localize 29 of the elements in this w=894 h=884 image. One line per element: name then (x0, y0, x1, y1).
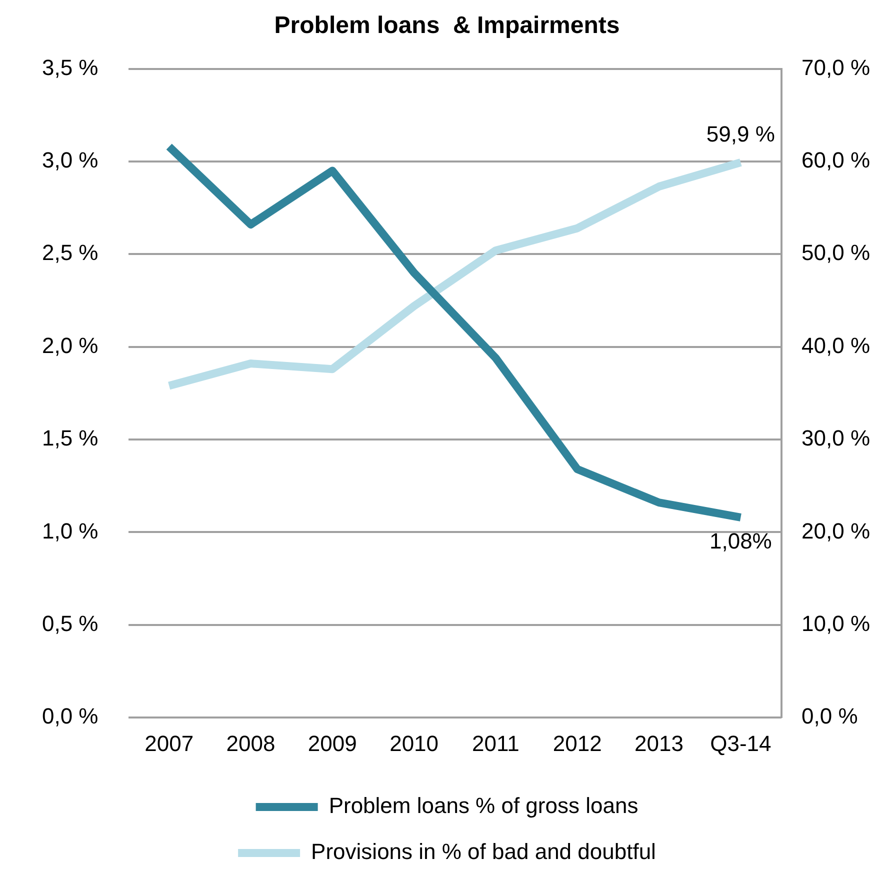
x-tick-label: 2007 (144, 730, 194, 756)
y2-tick-label: 50,0 % (802, 240, 870, 266)
y-tick-label: 1,5 % (42, 426, 98, 451)
x-tick-label: 2013 (634, 730, 684, 756)
legend-label: Provisions in % of bad and doubtful (311, 839, 656, 864)
y2-tick-label: 70,0 % (802, 54, 870, 80)
chart-title: Problem loans & Impairments (274, 12, 620, 40)
y2-tick-label: 60,0 % (802, 148, 870, 173)
x-tick-label: 2011 (472, 730, 520, 756)
x-tick-label: 2009 (308, 730, 357, 756)
y-tick-label: 2,0 % (42, 332, 98, 358)
y2-tick-label: 40,0 % (802, 332, 870, 358)
y-tick-label: 3,5 % (42, 54, 98, 80)
y-tick-label: 2,5 % (42, 240, 98, 266)
y-tick-label: 3,0 % (42, 148, 98, 173)
y2-tick-label: 20,0 % (802, 518, 870, 544)
y2-tick-label: 10,0 % (802, 610, 870, 636)
data-label: 59,9 % (706, 121, 775, 146)
data-label: 1,08% (709, 528, 772, 554)
y-tick-label: 1,0 % (42, 518, 98, 544)
y2-tick-label: 30,0 % (802, 426, 870, 451)
legend-label: Problem loans % of gross loans (328, 793, 638, 818)
x-tick-label: 2010 (390, 730, 439, 756)
y2-tick-label: 0,0 % (802, 704, 858, 729)
x-tick-label: 2008 (226, 730, 276, 756)
x-tick-label: 2012 (552, 730, 602, 756)
x-tick-label: Q3-14 (710, 730, 772, 756)
y-tick-label: 0,0 % (42, 704, 98, 729)
y-tick-label: 0,5 % (42, 610, 98, 636)
